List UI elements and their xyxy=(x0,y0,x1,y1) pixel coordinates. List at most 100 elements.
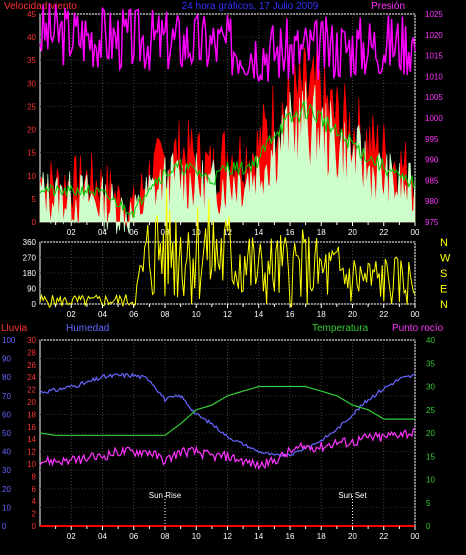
dew-point-axis-label: Punto rocío xyxy=(392,323,444,334)
sun-annotations: Sun Rise Sun Set xyxy=(149,491,368,526)
pressure-tick: 980 xyxy=(425,197,439,206)
pressure-axis-label: Presión xyxy=(371,1,405,12)
temperature-tick: 20 xyxy=(426,429,435,438)
compass-label: N xyxy=(440,299,448,311)
x-tick-label: 14 xyxy=(254,532,263,541)
temperature-series xyxy=(39,385,415,436)
temperature-axis-label: Temperatura xyxy=(312,323,369,334)
x-tick-label: 20 xyxy=(348,228,357,237)
wind-speed-tick: 45 xyxy=(27,10,36,19)
x-tick-label: 10 xyxy=(192,310,201,319)
x-tick-label: 22 xyxy=(379,532,388,541)
x-tick-label: 02 xyxy=(67,228,76,237)
x-tick-label: 14 xyxy=(254,310,263,319)
compass-label: N xyxy=(440,237,448,249)
rain-tick: 20 xyxy=(27,398,36,407)
pressure-tick: 1015 xyxy=(425,52,443,61)
wind-speed-tick: 35 xyxy=(27,56,36,65)
x-tick-label: 02 xyxy=(67,310,76,319)
temperature-tick: 25 xyxy=(426,406,435,415)
rain-tick: 6 xyxy=(32,485,37,494)
wind-speed-tick: 25 xyxy=(27,102,36,111)
compass-label: W xyxy=(440,253,451,265)
rain-tick: 12 xyxy=(27,448,36,457)
temperature-tick: 5 xyxy=(426,499,431,508)
x-tick-label: 06 xyxy=(129,532,138,541)
x-tick-label: 18 xyxy=(317,228,326,237)
temperature-ticks: 0 5 10 15 20 25 30 35 40 xyxy=(426,336,435,531)
x-tick-label: 04 xyxy=(98,532,107,541)
x-tick-label: 04 xyxy=(98,228,107,237)
sun-marker-label: Sun Rise xyxy=(149,491,182,500)
th-x-ticks: 02 04 06 08 10 12 14 16 18 20 22 00 xyxy=(55,526,420,541)
x-tick-label: 08 xyxy=(161,310,170,319)
rain-tick: 2 xyxy=(32,510,37,519)
humidity-tick: 70 xyxy=(2,392,11,401)
x-tick-label: 22 xyxy=(379,310,388,319)
humidity-tick: 0 xyxy=(2,522,7,531)
rain-tick: 8 xyxy=(32,472,37,481)
wind-speed-tick: 5 xyxy=(32,195,37,204)
humidity-axis-label: Humedad xyxy=(66,323,109,334)
x-tick-label: 00 xyxy=(411,532,420,541)
humidity-tick: 10 xyxy=(2,503,11,512)
humidity-tick: 40 xyxy=(2,448,11,457)
x-tick-label: 00 xyxy=(411,310,420,319)
compass-label: S xyxy=(440,268,447,280)
x-tick-label: 18 xyxy=(317,310,326,319)
x-tick-label: 12 xyxy=(223,310,232,319)
rain-tick: 26 xyxy=(27,361,36,370)
x-tick-label: 12 xyxy=(223,228,232,237)
humidity-tick: 50 xyxy=(2,429,11,438)
direction-tick: 90 xyxy=(27,285,36,294)
direction-tick: 270 xyxy=(23,254,37,263)
x-tick-label: 02 xyxy=(67,532,76,541)
wind-speed-tick: 30 xyxy=(27,79,36,88)
pressure-ticks: 975 980 985 990 995 1000 1005 1010 1015 1020 1025 xyxy=(425,10,443,227)
temperature-tick: 30 xyxy=(426,383,435,392)
direction-tick: 360 xyxy=(23,238,37,247)
humidity-tick: 100 xyxy=(2,336,16,345)
sun-marker-label: Sun Set xyxy=(338,491,367,500)
humidity-ticks: 0 10 20 30 40 50 60 70 80 90 100 xyxy=(2,336,16,531)
chart-title: 24 hora gráficos, 17 Julio 2009 xyxy=(182,1,319,12)
wind-average-series xyxy=(39,81,416,234)
pressure-tick: 1020 xyxy=(425,31,443,40)
rain-tick: 16 xyxy=(27,423,36,432)
humidity-tick: 90 xyxy=(2,355,11,364)
x-tick-label: 06 xyxy=(129,310,138,319)
rain-tick: 30 xyxy=(27,336,36,345)
pressure-tick: 995 xyxy=(425,135,439,144)
x-tick-label: 20 xyxy=(348,532,357,541)
wind-speed-tick: 0 xyxy=(32,218,37,227)
x-tick-label: 06 xyxy=(129,228,138,237)
humidity-tick: 30 xyxy=(2,466,11,475)
wind-speed-tick: 10 xyxy=(27,172,36,181)
temperature-tick: 40 xyxy=(426,336,435,345)
wind-speed-tick: 15 xyxy=(27,149,36,158)
rain-tick: 10 xyxy=(27,460,36,469)
temperature-tick: 15 xyxy=(426,452,435,461)
x-tick-label: 08 xyxy=(161,532,170,541)
rain-axis-label: Lluvia xyxy=(1,323,28,334)
x-tick-label: 16 xyxy=(286,532,295,541)
dewpoint-series xyxy=(39,428,416,470)
temperature-tick: 35 xyxy=(426,359,435,368)
humidity-tick: 80 xyxy=(2,373,11,382)
humidity-tick: 20 xyxy=(2,485,11,494)
temperature-humidity-panel: Lluvia Humedad Temperatura Punto rocío 0… xyxy=(1,323,444,541)
x-tick-label: 10 xyxy=(192,532,201,541)
rain-tick: 24 xyxy=(27,373,36,382)
wind-speed-tick: 40 xyxy=(27,33,36,42)
x-tick-label: 16 xyxy=(286,310,295,319)
wind-pressure-panel: 24 hora gráficos, 17 Julio 2009 Velocida… xyxy=(4,1,443,237)
wind-speed-ticks: 0 5 10 15 20 25 30 35 40 45 xyxy=(27,10,36,227)
pressure-tick: 975 xyxy=(425,218,439,227)
x-tick-label: 14 xyxy=(254,228,263,237)
rain-tick: 28 xyxy=(27,348,36,357)
x-tick-label: 08 xyxy=(161,228,170,237)
x-tick-label: 18 xyxy=(317,532,326,541)
